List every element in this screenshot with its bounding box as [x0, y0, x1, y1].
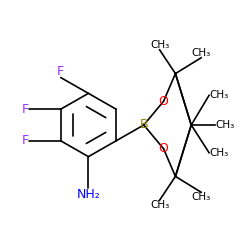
Text: CH₃: CH₃	[192, 48, 211, 58]
Text: F: F	[57, 64, 64, 78]
Text: CH₃: CH₃	[150, 200, 169, 210]
Text: O: O	[159, 142, 168, 155]
Text: B: B	[140, 118, 148, 132]
Text: NH₂: NH₂	[76, 188, 100, 201]
Text: CH₃: CH₃	[215, 120, 234, 130]
Text: F: F	[22, 103, 29, 116]
Text: CH₃: CH₃	[192, 192, 211, 202]
Text: CH₃: CH₃	[150, 40, 169, 50]
Text: CH₃: CH₃	[209, 148, 228, 158]
Text: F: F	[22, 134, 29, 147]
Text: O: O	[159, 95, 168, 108]
Text: CH₃: CH₃	[209, 90, 228, 100]
